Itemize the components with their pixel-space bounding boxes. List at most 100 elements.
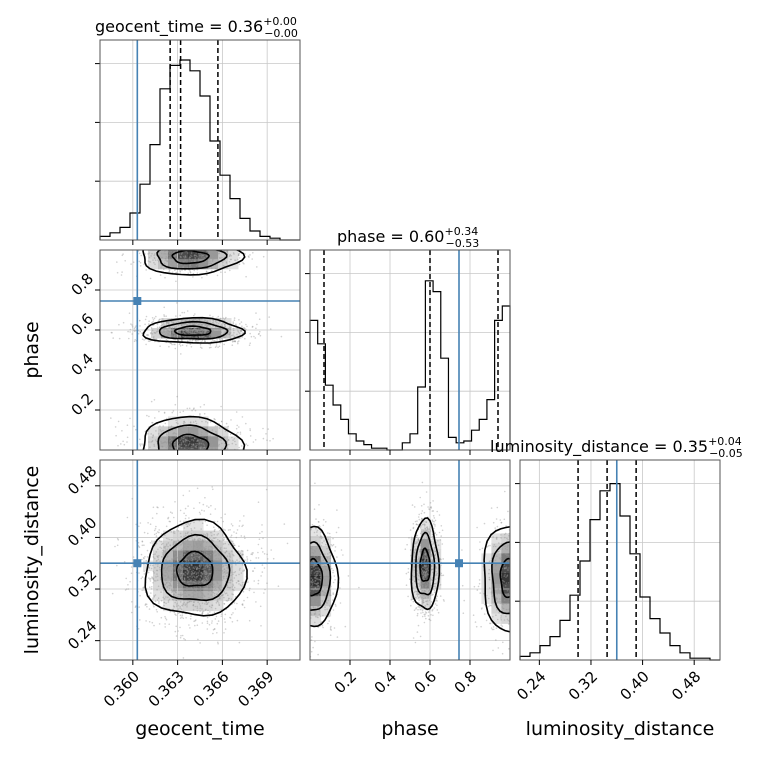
sample-point bbox=[504, 532, 507, 535]
sample-point bbox=[193, 326, 196, 329]
sample-point bbox=[141, 540, 144, 543]
sample-point bbox=[139, 319, 141, 322]
sample-point bbox=[161, 552, 164, 554]
sample-point bbox=[114, 426, 117, 428]
sample-point bbox=[480, 625, 482, 628]
density-cell bbox=[481, 573, 492, 584]
sample-point bbox=[186, 569, 189, 572]
sample-point bbox=[195, 428, 197, 431]
sample-point bbox=[153, 596, 156, 598]
sample-point bbox=[201, 568, 204, 570]
sample-point bbox=[220, 559, 223, 561]
sample-point bbox=[163, 268, 165, 271]
sample-point bbox=[428, 531, 431, 534]
sample-point bbox=[423, 578, 426, 580]
sample-point bbox=[209, 335, 211, 338]
sample-point bbox=[187, 330, 190, 332]
sample-point bbox=[189, 263, 192, 266]
sample-point bbox=[191, 331, 194, 333]
sample-point bbox=[195, 573, 198, 575]
sample-point bbox=[202, 579, 204, 582]
density-cell bbox=[153, 590, 164, 602]
sample-point bbox=[183, 329, 185, 332]
sample-point bbox=[313, 554, 315, 557]
sample-point bbox=[171, 343, 173, 346]
sample-point bbox=[163, 441, 165, 444]
sample-point bbox=[417, 592, 419, 595]
sample-point bbox=[416, 541, 419, 543]
sample-point bbox=[335, 531, 338, 534]
density-cell bbox=[163, 570, 174, 582]
sample-point bbox=[492, 615, 494, 618]
sample-point bbox=[425, 600, 428, 603]
sample-point bbox=[145, 603, 148, 606]
sample-point bbox=[172, 584, 175, 586]
sample-point bbox=[211, 620, 213, 622]
sample-point bbox=[241, 585, 243, 587]
sample-point bbox=[177, 422, 179, 425]
sample-point bbox=[262, 255, 265, 258]
sample-point bbox=[506, 548, 509, 551]
sample-point bbox=[177, 331, 180, 334]
sample-point bbox=[216, 317, 218, 320]
sample-point bbox=[199, 335, 201, 338]
density-cell bbox=[521, 563, 532, 574]
sample-point bbox=[188, 570, 190, 572]
sample-point bbox=[195, 588, 198, 591]
sample-point bbox=[503, 575, 506, 577]
sample-point bbox=[148, 415, 150, 418]
sample-point bbox=[203, 323, 205, 326]
sample-point bbox=[207, 609, 209, 612]
density-cell bbox=[420, 519, 432, 530]
sample-point bbox=[166, 328, 168, 331]
sample-point bbox=[206, 324, 209, 327]
sample-point bbox=[312, 560, 315, 563]
sample-point bbox=[156, 611, 158, 613]
sample-point bbox=[211, 560, 213, 563]
sample-point bbox=[148, 260, 151, 263]
sample-point bbox=[205, 608, 207, 611]
tick-label-y-luminosity_distance-2: 0.40 bbox=[64, 514, 100, 550]
sample-point bbox=[263, 592, 265, 594]
sample-point bbox=[198, 335, 201, 338]
density-cell bbox=[203, 570, 214, 582]
sample-point bbox=[205, 545, 207, 548]
sample-point bbox=[310, 570, 313, 572]
sample-point bbox=[179, 554, 181, 557]
sample-point bbox=[146, 334, 149, 336]
sample-point bbox=[203, 595, 206, 597]
sample-point bbox=[310, 527, 313, 530]
sample-point bbox=[195, 335, 197, 338]
sample-point bbox=[182, 568, 184, 570]
sample-point bbox=[500, 537, 502, 539]
sample-point bbox=[424, 615, 426, 617]
sample-point bbox=[195, 252, 197, 254]
sample-point bbox=[433, 521, 435, 523]
sample-point bbox=[189, 335, 192, 338]
sample-point bbox=[194, 553, 196, 556]
sample-point bbox=[219, 584, 222, 587]
sample-point bbox=[164, 549, 167, 551]
sample-point bbox=[180, 554, 183, 557]
sample-point bbox=[143, 544, 145, 546]
contour-phase-luminosity_distance-2-2 bbox=[499, 557, 510, 599]
density-cell bbox=[158, 436, 169, 447]
sample-point bbox=[146, 414, 148, 417]
sample-point bbox=[502, 641, 504, 644]
sample-point bbox=[160, 325, 162, 327]
sample-point bbox=[319, 602, 322, 605]
sample-point bbox=[155, 576, 157, 578]
sample-point bbox=[500, 555, 503, 558]
density-cell bbox=[491, 613, 502, 624]
sample-point bbox=[214, 587, 217, 590]
sample-point bbox=[314, 482, 316, 485]
sample-point bbox=[425, 571, 427, 574]
sample-point bbox=[328, 532, 331, 535]
sample-point bbox=[185, 595, 188, 598]
sample-point bbox=[222, 565, 225, 567]
sample-point bbox=[421, 584, 423, 586]
density-cell bbox=[203, 540, 214, 552]
sample-point bbox=[416, 593, 419, 596]
sample-point bbox=[231, 442, 234, 445]
sample-point bbox=[184, 571, 187, 574]
